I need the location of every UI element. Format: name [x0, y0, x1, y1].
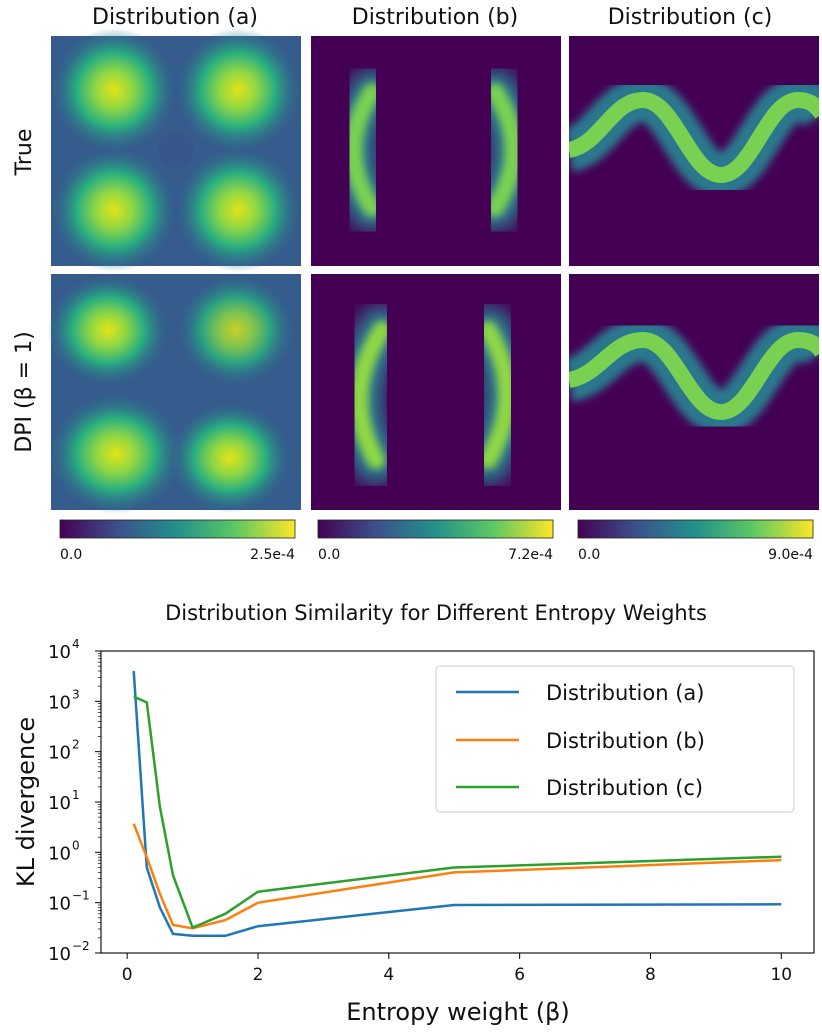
- column-title-c: Distribution (c): [608, 5, 773, 30]
- y-tick-label: 10: [48, 692, 71, 713]
- chart-title: Distribution Similarity for Different En…: [165, 601, 707, 625]
- legend: Distribution (a) Distribution (b) Distri…: [435, 665, 795, 813]
- heatmap-b-true: [311, 36, 561, 266]
- heatmap-a-true: [51, 28, 301, 272]
- legend-label-a: Distribution (a): [546, 681, 704, 705]
- colorbar-c: 0.0 9.0e-4: [577, 519, 814, 563]
- y-axis-label: KL divergence: [12, 717, 40, 887]
- row-label-dpi: DPI (β = 1): [12, 331, 37, 452]
- x-tick-label: 10: [770, 965, 792, 985]
- y-tick-exponent: 0: [72, 838, 80, 852]
- colorbar-a-max-label: 2.5e-4: [250, 547, 295, 563]
- heatmap-c-dpi: [569, 274, 819, 510]
- row-label-true: True: [12, 129, 37, 177]
- heatmap-b-dpi: [311, 274, 561, 510]
- heatmap-c-true: [569, 36, 819, 266]
- colorbar-a-min-label: 0.0: [60, 547, 82, 563]
- column-title-a: Distribution (a): [92, 5, 258, 30]
- x-tick-label: 0: [122, 965, 133, 985]
- y-tick-exponent: −1: [72, 889, 90, 903]
- y-tick-exponent: 1: [72, 788, 80, 802]
- x-tick-label: 8: [645, 965, 656, 985]
- y-tick-label: 10: [48, 894, 71, 915]
- y-tick-label: 10: [48, 642, 71, 663]
- colorbar-c-max-label: 9.0e-4: [768, 547, 813, 563]
- x-tick-label: 2: [253, 965, 264, 985]
- y-tick-exponent: 4: [72, 637, 80, 651]
- series-line-a: [132, 670, 782, 938]
- colorbar-a: 0.0 2.5e-4: [59, 519, 296, 563]
- x-tick-label: 4: [383, 965, 394, 985]
- heatmap-a-dpi: [48, 274, 301, 514]
- x-tick-label: 6: [514, 965, 525, 985]
- y-tick-exponent: 2: [72, 738, 80, 752]
- kl-divergence-chart: Distribution Similarity for Different En…: [12, 601, 815, 1026]
- y-tick-exponent: 3: [72, 687, 80, 701]
- legend-label-c: Distribution (c): [546, 776, 703, 800]
- colorbar-b: 0.0 7.2e-4: [317, 519, 554, 563]
- colorbar-c-min-label: 0.0: [578, 547, 600, 563]
- colorbar-b-min-label: 0.0: [318, 547, 340, 563]
- colorbar-b-max-label: 7.2e-4: [508, 547, 553, 563]
- y-tick-label: 10: [48, 843, 71, 864]
- x-axis-label: Entropy weight (β): [346, 998, 569, 1026]
- series-line-b: [132, 823, 782, 930]
- y-tick-label: 10: [48, 743, 71, 764]
- series-line-c: [133, 695, 782, 929]
- y-tick-label: 10: [48, 944, 71, 965]
- column-title-b: Distribution (b): [352, 5, 518, 30]
- legend-label-b: Distribution (b): [546, 729, 705, 753]
- y-tick-exponent: −2: [72, 939, 90, 953]
- y-tick-label: 10: [48, 793, 71, 814]
- legend-box: [435, 665, 795, 813]
